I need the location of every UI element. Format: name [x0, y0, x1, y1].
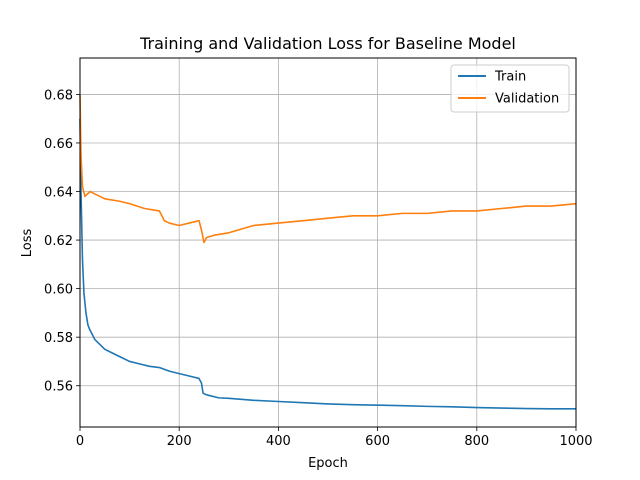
x-axis: 0 200 400 600 800 1000: [76, 427, 593, 449]
y-tick-label: 0.56: [44, 380, 73, 395]
y-axis-label: Loss: [20, 229, 35, 258]
y-tick-label: 0.60: [44, 283, 73, 298]
x-tick-label: 1000: [559, 434, 592, 449]
chart-title: Training and Validation Loss for Baselin…: [139, 34, 516, 53]
plot-frame: [79, 57, 577, 428]
y-tick-label: 0.64: [44, 186, 73, 201]
y-axis: 0.56 0.58 0.60 0.62 0.64 0.66 0.68: [44, 88, 80, 395]
legend-label-validation: Validation: [495, 92, 559, 107]
y-tick-label: 0.66: [44, 137, 73, 152]
x-tick-label: 600: [365, 434, 390, 449]
series-line-train: [79, 118, 576, 410]
x-axis-label: Epoch: [308, 456, 348, 471]
plot-area: [79, 94, 577, 410]
legend-label-train: Train: [494, 70, 526, 85]
x-tick-label: 0: [76, 434, 84, 449]
grid: [79, 58, 577, 427]
x-tick-label: 200: [167, 434, 192, 449]
series-line-validation: [79, 94, 577, 244]
legend: Train Validation: [450, 64, 570, 113]
y-tick-label: 0.68: [44, 88, 73, 103]
y-tick-label: 0.62: [44, 234, 73, 249]
y-tick-label: 0.58: [44, 331, 73, 346]
x-tick-label: 800: [464, 434, 489, 449]
x-tick-label: 400: [266, 434, 291, 449]
